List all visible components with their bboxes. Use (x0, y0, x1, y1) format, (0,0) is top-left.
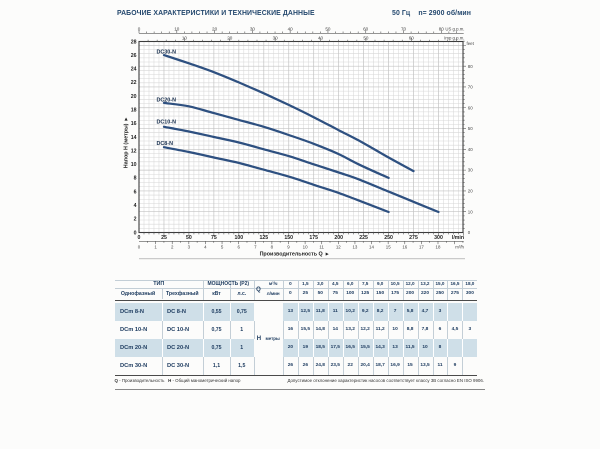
svg-text:60: 60 (363, 27, 369, 32)
svg-text:24: 24 (131, 67, 137, 73)
svg-text:2: 2 (171, 245, 174, 250)
svg-text:70: 70 (401, 27, 407, 32)
svg-text:275: 275 (409, 235, 418, 241)
svg-text:20: 20 (212, 27, 218, 32)
svg-text:40: 40 (288, 27, 294, 32)
svg-text:125: 125 (259, 235, 268, 241)
svg-text:20: 20 (468, 189, 473, 194)
svg-text:40: 40 (468, 147, 473, 152)
svg-text:0: 0 (134, 230, 137, 236)
svg-text:30: 30 (468, 168, 473, 173)
svg-text:10: 10 (131, 162, 137, 168)
svg-text:26: 26 (131, 53, 137, 59)
svg-text:2: 2 (134, 217, 137, 223)
svg-text:US g.p.m.: US g.p.m. (445, 27, 464, 32)
svg-text:15: 15 (386, 245, 391, 250)
svg-text:10: 10 (174, 27, 180, 32)
svg-text:DC30-N: DC30-N (157, 50, 177, 56)
svg-text:8: 8 (271, 245, 274, 250)
svg-text:17: 17 (419, 245, 424, 250)
svg-text:11: 11 (319, 245, 324, 250)
svg-text:4: 4 (134, 203, 137, 209)
svg-text:20: 20 (131, 94, 137, 100)
svg-text:30: 30 (250, 27, 256, 32)
svg-text:200: 200 (334, 235, 343, 241)
svg-text:8: 8 (134, 176, 137, 182)
svg-text:250: 250 (384, 235, 393, 241)
svg-text:10: 10 (468, 209, 473, 214)
svg-text:18: 18 (131, 108, 137, 114)
svg-text:16: 16 (402, 245, 407, 250)
svg-text:Напор H (метры) ▸: Напор H (метры) ▸ (124, 118, 130, 169)
svg-text:28: 28 (131, 39, 137, 45)
svg-text:12: 12 (336, 245, 341, 250)
svg-text:3: 3 (188, 245, 191, 250)
svg-text:175: 175 (309, 235, 318, 241)
svg-text:50: 50 (363, 36, 369, 41)
svg-text:14: 14 (131, 135, 137, 141)
svg-text:0: 0 (138, 235, 141, 241)
svg-text:22: 22 (131, 80, 137, 86)
svg-text:9: 9 (287, 245, 290, 250)
svg-text:0: 0 (138, 245, 141, 250)
svg-text:20: 20 (227, 36, 233, 41)
svg-text:Производительность Q ▸: Производительность Q ▸ (260, 251, 329, 257)
svg-text:0: 0 (468, 230, 471, 235)
svg-text:10: 10 (303, 245, 308, 250)
svg-text:70: 70 (468, 85, 473, 90)
svg-text:100: 100 (234, 235, 243, 241)
svg-text:30: 30 (273, 36, 279, 41)
svg-text:DC20-N: DC20-N (157, 97, 177, 103)
svg-text:40: 40 (318, 36, 324, 41)
svg-text:7: 7 (254, 245, 257, 250)
svg-text:6: 6 (237, 245, 240, 250)
svg-text:225: 225 (359, 235, 368, 241)
svg-text:60: 60 (468, 105, 473, 110)
svg-text:13: 13 (352, 245, 357, 250)
svg-text:80: 80 (439, 27, 445, 32)
svg-text:12: 12 (131, 148, 137, 154)
svg-text:50: 50 (468, 126, 473, 131)
svg-text:25: 25 (161, 235, 167, 241)
svg-text:DC10-N: DC10-N (157, 119, 177, 125)
svg-text:1: 1 (154, 245, 157, 250)
svg-text:50: 50 (325, 27, 331, 32)
svg-text:60: 60 (409, 36, 415, 41)
svg-text:5: 5 (221, 245, 224, 250)
svg-text:300: 300 (434, 235, 443, 241)
svg-text:6: 6 (134, 189, 137, 195)
svg-text:10: 10 (182, 36, 188, 41)
svg-text:l/min: l/min (452, 235, 464, 241)
svg-text:80: 80 (468, 64, 473, 69)
svg-text:14: 14 (369, 245, 374, 250)
svg-text:18: 18 (436, 245, 441, 250)
svg-text:16: 16 (131, 121, 137, 127)
svg-text:feet: feet (467, 41, 475, 46)
svg-text:Imp g.p.m.: Imp g.p.m. (444, 36, 464, 41)
svg-text:75: 75 (211, 235, 217, 241)
svg-text:4: 4 (204, 245, 207, 250)
svg-text:DC8-N: DC8-N (157, 141, 174, 147)
svg-text:0: 0 (138, 27, 141, 32)
svg-text:50: 50 (186, 235, 192, 241)
svg-text:m³/h: m³/h (455, 245, 464, 250)
svg-text:150: 150 (284, 235, 293, 241)
